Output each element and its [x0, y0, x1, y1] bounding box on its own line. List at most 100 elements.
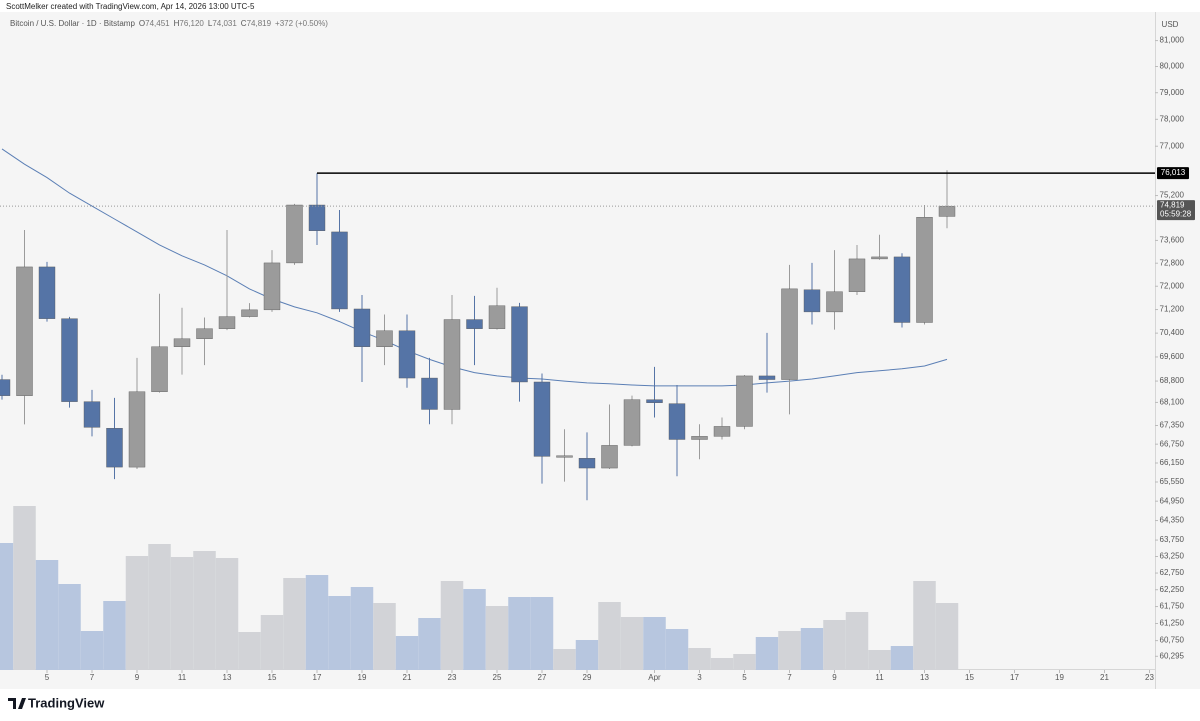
volume-bar — [13, 506, 36, 670]
candle-body — [736, 375, 753, 427]
x-tick-label: 21 — [403, 673, 412, 682]
y-tick-label: 81,000 — [1160, 36, 1185, 45]
volume-bar — [755, 637, 779, 670]
candle-body — [646, 399, 663, 403]
volume-bar — [215, 558, 239, 670]
volume-bar — [575, 640, 599, 670]
volume-bar — [800, 628, 824, 670]
x-tick-label: 15 — [965, 673, 974, 682]
volume-bar — [868, 650, 891, 670]
y-tick-label: 60,750 — [1160, 636, 1185, 645]
last-price-label: 74,819 — [1160, 200, 1185, 209]
y-tick-label: 64,950 — [1160, 496, 1185, 505]
y-tick-label: 68,100 — [1160, 398, 1185, 407]
y-tick-label: 70,400 — [1160, 328, 1185, 337]
volume-bar — [598, 602, 621, 670]
y-tick-label: 68,800 — [1160, 376, 1185, 385]
y-tick-label: 61,750 — [1160, 602, 1185, 611]
volume-bar — [823, 620, 846, 670]
candle-body — [151, 346, 168, 392]
candle-body — [871, 256, 888, 260]
y-tick-label: 66,750 — [1160, 439, 1185, 448]
candle-body — [533, 381, 551, 457]
volume-bar — [665, 629, 689, 670]
ohlc-key: H — [174, 19, 180, 28]
ohlc-value: 74,451 — [145, 19, 170, 28]
x-tick-label: 9 — [832, 673, 837, 682]
y-tick-label: 63,250 — [1160, 552, 1185, 561]
candle-body — [893, 256, 911, 323]
volume-bar — [890, 646, 914, 670]
volume-bar — [913, 581, 936, 670]
y-tick-label: 60,295 — [1160, 651, 1185, 660]
candle-body — [488, 305, 506, 329]
x-tick-label: 25 — [493, 673, 502, 682]
candle-body — [218, 316, 236, 329]
volume-bar — [328, 596, 351, 670]
price-label-box — [1157, 167, 1189, 180]
volume-bar — [170, 557, 194, 670]
x-tick-label: 17 — [1010, 673, 1019, 682]
candle-body — [38, 266, 56, 319]
candle-body — [511, 306, 528, 383]
candle-body — [106, 428, 123, 468]
x-tick-label: 21 — [1100, 673, 1109, 682]
ohlc-value: 74,031 — [212, 19, 237, 28]
candle-body — [848, 258, 866, 292]
y-tick-label: 61,250 — [1160, 619, 1185, 628]
volume-bar — [935, 603, 959, 670]
x-tick-label: 27 — [538, 673, 547, 682]
x-tick-label: 11 — [875, 673, 884, 682]
y-tick-label: 71,200 — [1160, 305, 1185, 314]
y-tick-label: 77,000 — [1160, 141, 1185, 150]
volume-bar — [688, 648, 711, 670]
x-tick-label: 17 — [313, 673, 322, 682]
y-tick-label: 65,550 — [1160, 477, 1185, 486]
candle-body — [443, 319, 461, 410]
candle-body — [826, 291, 843, 313]
x-tick-label: 19 — [358, 673, 367, 682]
volume-bar — [508, 597, 531, 670]
volume-bar — [485, 606, 509, 670]
ohlc-key: O — [139, 19, 145, 28]
volume-bar — [283, 578, 306, 670]
ohlc-key: L — [208, 19, 213, 28]
candle-body — [241, 309, 258, 317]
volume-bar — [395, 636, 419, 670]
x-tick-label: 23 — [1145, 673, 1154, 682]
x-tick-label: 13 — [223, 673, 232, 682]
candle-body — [263, 262, 281, 311]
last-price-box — [1157, 200, 1195, 221]
candle-body — [16, 266, 33, 396]
volume-bar — [845, 612, 869, 670]
candle-body — [713, 426, 731, 437]
y-tick-label: 62,250 — [1160, 585, 1185, 594]
y-tick-label: 66,150 — [1160, 458, 1185, 467]
candle-body — [938, 205, 956, 217]
x-tick-label: 11 — [178, 673, 187, 682]
volume-bar — [35, 560, 59, 670]
candle-body — [353, 308, 371, 347]
x-tick-label: Apr — [648, 673, 661, 682]
x-tick-label: 9 — [135, 673, 140, 682]
y-tick-label: 63,750 — [1160, 535, 1185, 544]
candle-body — [398, 330, 416, 379]
candle-body — [286, 204, 303, 264]
candle-body — [0, 379, 11, 396]
volume-bar — [553, 649, 576, 670]
y-tick-label: 73,600 — [1160, 236, 1185, 245]
candle-body — [376, 330, 393, 347]
candle-body — [803, 289, 821, 313]
x-tick-label: 29 — [583, 673, 592, 682]
x-tick-label: 7 — [787, 673, 792, 682]
x-tick-label: 13 — [920, 673, 929, 682]
y-tick-label: 62,750 — [1160, 568, 1185, 577]
y-tick-label: 79,000 — [1160, 88, 1185, 97]
brand: TradingView — [28, 695, 105, 710]
plot — [0, 148, 959, 670]
candle-body — [331, 231, 348, 310]
y-tick-label: 69,600 — [1160, 352, 1185, 361]
volume-bar — [193, 551, 216, 670]
candle-body — [781, 288, 798, 380]
volume-bar — [643, 617, 666, 670]
